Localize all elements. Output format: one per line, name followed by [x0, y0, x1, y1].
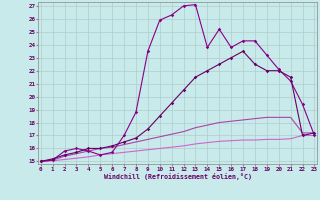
- X-axis label: Windchill (Refroidissement éolien,°C): Windchill (Refroidissement éolien,°C): [104, 173, 252, 180]
